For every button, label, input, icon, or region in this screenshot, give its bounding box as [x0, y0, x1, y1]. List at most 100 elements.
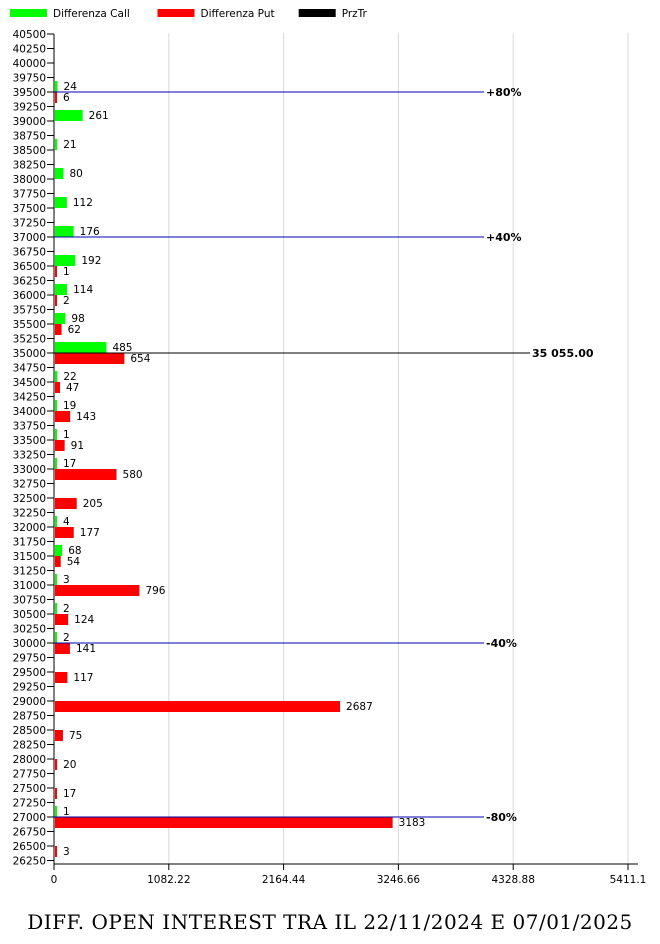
call-value-label: 114	[73, 284, 93, 296]
legend-label: PrzTr	[342, 8, 368, 20]
call-value-label: 1	[63, 806, 70, 818]
put-value-label: 205	[83, 498, 103, 510]
x-tick-label: 3246.66	[377, 874, 421, 886]
y-tick-label: 29250	[13, 682, 46, 694]
y-tick-label: 27250	[13, 798, 46, 810]
put-value-label: 580	[123, 469, 143, 481]
y-tick-label: 30250	[13, 624, 46, 636]
put-value-label: 177	[80, 527, 100, 539]
y-tick-label: 39750	[13, 73, 46, 85]
put-value-label: 143	[76, 411, 96, 423]
y-tick-label: 27000	[13, 812, 46, 824]
y-tick-label: 26250	[13, 856, 46, 868]
put-bar	[55, 440, 65, 451]
put-bar	[55, 701, 341, 712]
y-tick-label: 35500	[13, 319, 46, 331]
put-value-label: 141	[76, 643, 96, 655]
call-bar	[55, 342, 107, 353]
y-tick-label: 29750	[13, 653, 46, 665]
y-tick-label: 27500	[13, 783, 46, 795]
call-value-label: 3	[63, 574, 70, 586]
y-tick-label: 26750	[13, 827, 46, 839]
put-bar	[55, 382, 60, 393]
call-bar	[55, 806, 57, 817]
y-tick-label: 28000	[13, 754, 46, 766]
x-tick-label: 1082.22	[147, 874, 190, 886]
put-value-label: 796	[145, 585, 165, 597]
put-value-label: 2687	[346, 701, 373, 713]
y-tick-label: 36500	[13, 261, 46, 273]
call-bar	[55, 139, 58, 150]
put-bar	[55, 556, 61, 567]
put-value-label: 54	[67, 556, 81, 568]
put-bar	[55, 92, 57, 103]
put-bar	[55, 585, 140, 596]
y-tick-label: 33000	[13, 464, 46, 476]
y-tick-label: 39500	[13, 87, 46, 99]
put-bar	[55, 353, 125, 364]
put-bar	[55, 614, 69, 625]
put-bar	[55, 788, 57, 799]
y-tick-label: 35750	[13, 305, 46, 317]
put-value-label: 3	[63, 846, 70, 858]
call-bar	[55, 516, 57, 527]
put-value-label: 117	[73, 672, 93, 684]
y-axis: 40500 40250 40000 39750 39500 39250 39000 38750…	[13, 29, 55, 868]
put-bar	[55, 643, 70, 654]
call-bar	[55, 400, 58, 411]
put-value-label: 75	[69, 730, 82, 742]
call-value-label: 2	[63, 603, 70, 615]
y-tick-label: 28500	[13, 725, 46, 737]
call-value-label: 21	[63, 139, 76, 151]
call-bar	[55, 632, 57, 643]
call-bar	[55, 255, 76, 266]
put-bar	[55, 730, 63, 741]
grid	[168, 33, 629, 864]
put-value-label: 2	[63, 295, 70, 307]
y-tick-label: 32750	[13, 479, 46, 491]
call-bar	[55, 603, 57, 614]
open-interest-chart: Differenza Call Differenza Put PrzTr 40500…	[10, 8, 646, 886]
y-tick-label: 32500	[13, 493, 46, 505]
put-bar	[55, 498, 77, 509]
call-value-label: 22	[63, 371, 76, 383]
legend-label: Differenza Put	[201, 8, 275, 20]
y-tick-label: 30000	[13, 638, 46, 650]
x-axis: 0 1082.22 2164.44 3246.66 4328.88 5411.1	[51, 863, 646, 886]
y-tick-label: 38250	[13, 160, 46, 172]
y-tick-label: 34500	[13, 377, 46, 389]
call-bar	[55, 371, 58, 382]
call-bar	[55, 458, 57, 469]
y-tick-label: 38500	[13, 145, 46, 157]
put-bar	[55, 411, 71, 422]
legend-label: Differenza Call	[53, 8, 130, 20]
call-value-label: 485	[112, 342, 132, 354]
y-tick-label: 34250	[13, 392, 46, 404]
put-value-label: 124	[74, 614, 94, 626]
put-bar	[55, 295, 57, 306]
y-tick-label: 31000	[13, 580, 46, 592]
y-tick-label: 29500	[13, 667, 46, 679]
bars: 2426121801121761921149848522191174683221…	[55, 81, 425, 858]
percent-label: +40%	[486, 231, 522, 244]
y-tick-label: 37500	[13, 203, 46, 215]
percent-label: -80%	[486, 811, 517, 824]
put-bar	[55, 817, 393, 828]
y-tick-label: 30750	[13, 595, 46, 607]
y-tick-label: 36250	[13, 276, 46, 288]
y-tick-label: 40250	[13, 44, 46, 56]
y-tick-label: 36750	[13, 247, 46, 259]
call-value-label: 17	[63, 458, 76, 470]
call-bar	[55, 545, 63, 556]
put-bar	[55, 527, 74, 538]
y-tick-label: 33250	[13, 450, 46, 462]
x-tick-label: 2164.44	[262, 874, 306, 886]
y-tick-label: 35000	[13, 348, 46, 360]
y-tick-label: 27750	[13, 769, 46, 781]
przTr-label: 35 055.00	[532, 347, 594, 360]
y-tick-label: 29000	[13, 696, 46, 708]
put-bar	[55, 324, 62, 335]
y-tick-label: 38000	[13, 174, 46, 186]
y-tick-label: 38750	[13, 131, 46, 143]
call-value-label: 24	[64, 81, 78, 93]
